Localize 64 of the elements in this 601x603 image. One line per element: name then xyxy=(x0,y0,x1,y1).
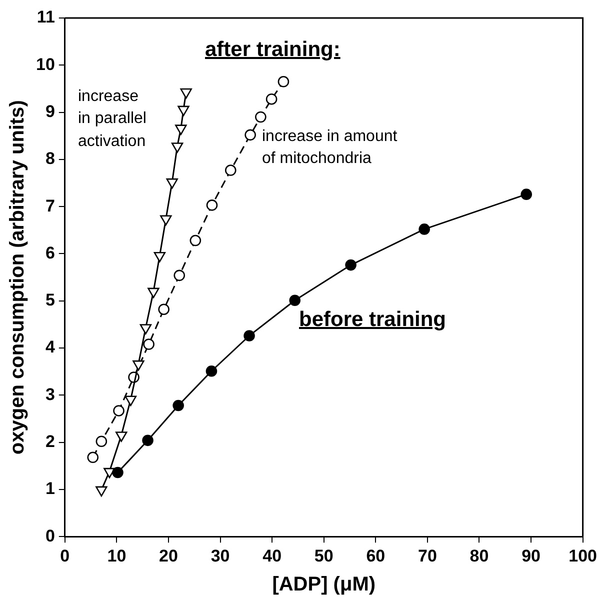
point xyxy=(160,215,172,226)
x-tick-label: 90 xyxy=(522,546,540,566)
point xyxy=(190,234,202,246)
y-axis-title: oxygen consumption (arbitrary units) xyxy=(6,100,29,455)
point xyxy=(418,224,430,235)
y-tick-label: 8 xyxy=(45,149,55,168)
y-tick-label: 6 xyxy=(45,243,55,262)
point xyxy=(124,396,137,406)
point xyxy=(206,200,218,211)
y-tick-label: 3 xyxy=(45,384,55,404)
x-tick-label: 70 xyxy=(418,546,437,566)
y-tick-label: 2 xyxy=(45,432,55,451)
point xyxy=(142,434,154,446)
annotation: after training: xyxy=(205,38,340,62)
point xyxy=(255,111,266,123)
annotation: increase in parallel activation xyxy=(78,87,146,152)
x-tick-label: 80 xyxy=(470,546,489,566)
x-tick-label: 40 xyxy=(262,546,282,566)
point xyxy=(174,270,186,282)
y-tick-label: 10 xyxy=(36,54,55,74)
point xyxy=(180,88,192,99)
point xyxy=(132,360,144,371)
point xyxy=(140,324,152,334)
point xyxy=(154,252,166,262)
point xyxy=(171,142,184,153)
point xyxy=(206,365,218,377)
x-tick-label: 20 xyxy=(159,546,178,566)
x-tick-label: 60 xyxy=(366,546,386,566)
point xyxy=(96,436,108,448)
point xyxy=(244,330,255,342)
point xyxy=(178,106,190,116)
point xyxy=(345,259,356,271)
point xyxy=(116,432,128,442)
point xyxy=(87,452,99,464)
point xyxy=(244,129,256,141)
point xyxy=(175,124,187,135)
point xyxy=(158,304,170,316)
x-tick-label: 30 xyxy=(210,546,230,566)
x-tick-label: 50 xyxy=(314,546,334,566)
y-tick-label: 1 xyxy=(45,479,55,498)
x-tick-label: 10 xyxy=(107,546,126,566)
point xyxy=(224,164,236,176)
y-tick-label: 4 xyxy=(45,338,56,357)
annotation: increase in amount of mitochondria xyxy=(262,127,398,170)
point xyxy=(278,76,290,88)
y-tick-label: 11 xyxy=(36,8,55,27)
y-tick-label: 9 xyxy=(45,102,55,121)
x-tick-label: 0 xyxy=(60,546,70,566)
x-tick-label: 100 xyxy=(568,546,598,566)
point xyxy=(143,338,154,350)
y-tick-label: 5 xyxy=(45,290,55,310)
point xyxy=(520,188,532,200)
annotation: before training xyxy=(299,308,446,332)
y-tick-label: 7 xyxy=(45,196,55,216)
point xyxy=(266,93,278,105)
point xyxy=(166,178,178,189)
point xyxy=(112,466,124,478)
point xyxy=(172,400,184,412)
point xyxy=(113,405,124,416)
x-axis-title: [ADP] (μM) xyxy=(272,574,376,596)
y-tick-label: 0 xyxy=(45,526,55,546)
point xyxy=(289,294,301,306)
point xyxy=(148,288,160,298)
point xyxy=(96,486,108,497)
